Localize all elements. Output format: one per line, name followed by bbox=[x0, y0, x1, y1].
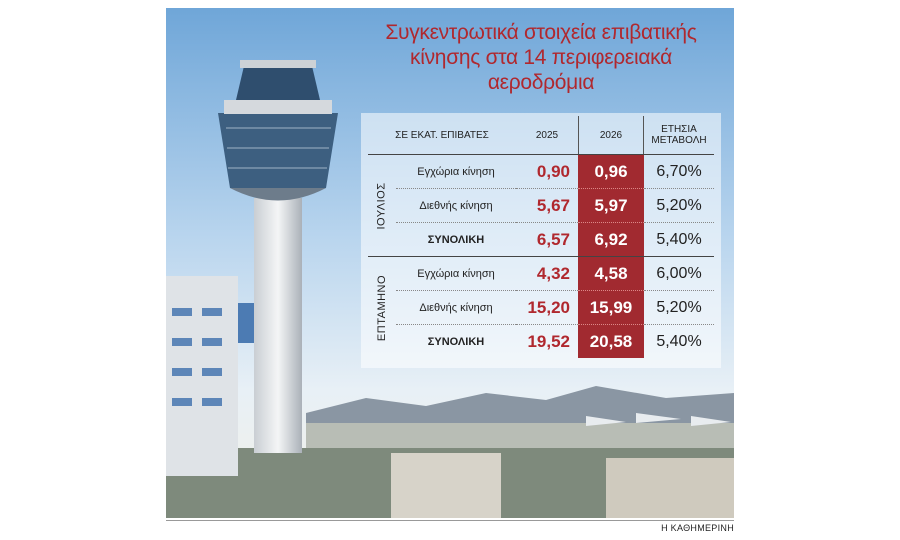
airport-photo bbox=[166, 8, 734, 518]
annual-change: 6,70% bbox=[644, 155, 714, 189]
value-2025: 0,90 bbox=[516, 155, 578, 189]
value-2026: 4,58 bbox=[578, 257, 644, 291]
header-cell: ΣΕ ΕΚΑΤ. ΕΠΙΒΑΤΕΣ bbox=[395, 129, 489, 141]
group: ΕΠΤΑΜΗΝΟ Εγχώρια κίνηση 4,32 4,58 6,00% Διεθν… bbox=[368, 257, 714, 358]
annual-change: 5,40% bbox=[656, 332, 702, 350]
group: ΙΟΥΛΙΟΣ Εγχώρια κίνηση 0,90 0,96 6,70% Διεθνή… bbox=[368, 155, 714, 257]
row-label: Διεθνής κίνηση bbox=[396, 189, 516, 223]
annual-change: 5,20% bbox=[644, 189, 714, 223]
annual-change: 5,40% bbox=[656, 230, 702, 248]
value-2026: 6,92 bbox=[578, 223, 644, 256]
annual-change: 6,00% bbox=[644, 257, 714, 291]
value-2025: 5,67 bbox=[516, 189, 578, 223]
value-2026: 15,99 bbox=[578, 291, 644, 325]
row-label: ΣΥΝΟΛΙΚΗ bbox=[427, 335, 485, 348]
value-2025: 15,20 bbox=[516, 291, 578, 325]
annual-change: 5,20% bbox=[644, 291, 714, 325]
header-cell: 2026 bbox=[578, 116, 644, 154]
value-2026: 5,97 bbox=[578, 189, 644, 223]
title: Συγκεντρωτικά στοιχεία επιβατικής κίνηση… bbox=[385, 21, 697, 94]
group-label-cell: ΙΟΥΛΙΟΣ bbox=[368, 155, 396, 256]
row-label: Εγχώρια κίνηση bbox=[396, 155, 516, 189]
group-label: ΙΟΥΛΙΟΣ bbox=[376, 181, 389, 230]
table-header: ΣΕ ΕΚΑΤ. ΕΠΙΒΑΤΕΣ 2025 2026 ΕΤΗΣΙΑ ΜΕΤΑΒΟΛΗ bbox=[368, 116, 714, 155]
credit: Η ΚΑΘΗΜΕΡΙΝΗ bbox=[661, 523, 734, 533]
group-label-cell: ΕΠΤΑΜΗΝΟ bbox=[368, 257, 396, 358]
value-2026: 0,96 bbox=[578, 155, 644, 189]
rule bbox=[166, 520, 734, 521]
row-label: ΣΥΝΟΛΙΚΗ bbox=[427, 233, 485, 246]
group-label: ΕΠΤΑΜΗΝΟ bbox=[376, 274, 389, 341]
data-table: ΣΕ ΕΚΑΤ. ΕΠΙΒΑΤΕΣ 2025 2026 ΕΤΗΣΙΑ ΜΕΤΑΒΟΛΗ… bbox=[368, 116, 714, 358]
value-2025: 6,57 bbox=[536, 229, 570, 249]
value-2026: 20,58 bbox=[578, 325, 644, 358]
header-cell: ΕΤΗΣΙΑ ΜΕΤΑΒΟΛΗ bbox=[651, 124, 707, 146]
row-label: Εγχώρια κίνηση bbox=[396, 257, 516, 291]
header-cell: 2025 bbox=[535, 129, 559, 141]
value-2025: 4,32 bbox=[516, 257, 578, 291]
value-2025: 19,52 bbox=[527, 331, 570, 351]
infographic: Συγκεντρωτικά στοιχεία επιβατικής κίνηση… bbox=[166, 8, 734, 518]
row-label: Διεθνής κίνηση bbox=[396, 291, 516, 325]
